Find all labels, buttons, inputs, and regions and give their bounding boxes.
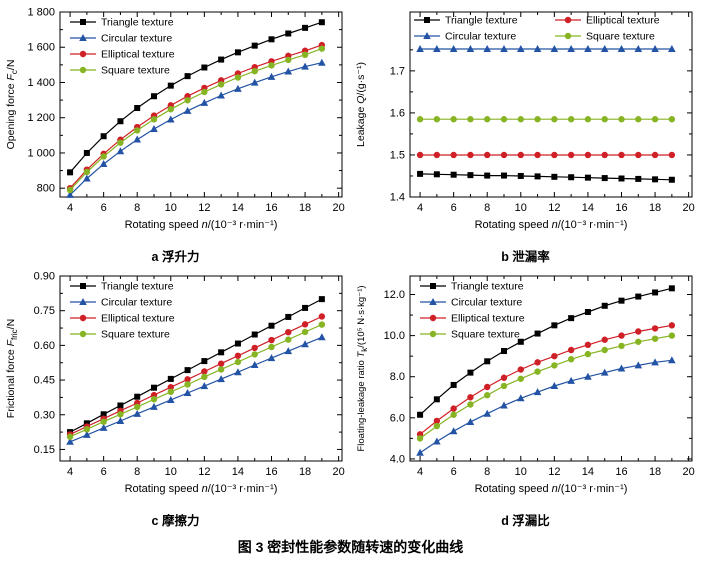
svg-text:1 600: 1 600 (27, 42, 55, 54)
subcaption-a: a 浮升力 (151, 250, 200, 264)
chart-d-canvas: 4 6 8 10 12 14 16 18 20 4.0 6.0 8.0 10.0 12.0 Triangle… (356, 275, 694, 495)
charts-grid: 4 6 8 10 12 14 16 18 20 800 1 000 1 200 1 400 1 600 1 … (0, 5, 701, 529)
svg-text:Circular texture: Circular texture (101, 33, 172, 45)
svg-text:10: 10 (164, 202, 176, 214)
svg-text:4.0: 4.0 (389, 453, 404, 465)
svg-text:6.0: 6.0 (389, 412, 404, 424)
svg-text:Frictional force Ffric/N: Frictional force Ffric/N (5, 319, 19, 418)
svg-text:Rotating speed n/(10⁻³ r·min⁻¹: Rotating speed n/(10⁻³ r·min⁻¹) (474, 483, 627, 495)
svg-text:14: 14 (581, 466, 593, 478)
svg-text:6: 6 (100, 466, 106, 478)
chart-b-canvas: 4 6 8 10 12 14 16 18 20 1.4 1.5 1.6 1.7 Triangle text… (355, 11, 694, 231)
svg-text:10: 10 (514, 466, 526, 478)
svg-text:Triangle texture: Triangle texture (451, 281, 524, 293)
svg-text:20: 20 (332, 202, 344, 214)
svg-text:14: 14 (231, 202, 243, 214)
svg-text:Leakage Q/(g·s⁻¹): Leakage Q/(g·s⁻¹) (355, 62, 367, 147)
svg-text:12: 12 (548, 466, 560, 478)
svg-text:18: 18 (298, 466, 310, 478)
svg-text:Elliptical texture: Elliptical texture (101, 49, 175, 61)
svg-text:18: 18 (648, 202, 660, 214)
svg-text:8: 8 (134, 202, 140, 214)
svg-text:800: 800 (36, 183, 54, 195)
figure-caption: 图 3 密封性能参数随转速的变化曲线 (237, 539, 464, 555)
svg-text:Elliptical texture: Elliptical texture (101, 313, 175, 325)
svg-text:1.4: 1.4 (389, 192, 404, 204)
svg-text:Square texture: Square texture (451, 329, 520, 341)
svg-text:6: 6 (450, 466, 456, 478)
svg-text:1 800: 1 800 (27, 7, 55, 19)
svg-text:20: 20 (682, 466, 694, 478)
chart-c-canvas: 4 6 8 10 12 14 16 18 20 0.15 0.30 0.45 0.60 0.75 0.90 T… (5, 271, 345, 496)
svg-text:12: 12 (548, 202, 560, 214)
chart-a-canvas: 4 6 8 10 12 14 16 18 20 800 1 000 1 200 1 400 1 600 1 … (5, 7, 345, 232)
svg-text:Square texture: Square texture (101, 329, 170, 341)
svg-text:8.0: 8.0 (389, 371, 404, 383)
svg-text:1 400: 1 400 (27, 77, 55, 89)
svg-text:1.5: 1.5 (389, 149, 404, 161)
svg-text:4: 4 (67, 466, 73, 478)
svg-text:20: 20 (332, 466, 344, 478)
svg-text:Circular texture: Circular texture (101, 297, 172, 309)
svg-text:0.45: 0.45 (33, 375, 54, 387)
chart-floating-leakage-ratio: 4 6 8 10 12 14 16 18 20 4.0 6.0 8.0 10.0 12.0 Triangle… (351, 269, 701, 529)
svg-text:4: 4 (417, 202, 423, 214)
svg-text:12: 12 (198, 466, 210, 478)
svg-text:Triangle texture: Triangle texture (101, 281, 174, 293)
svg-text:18: 18 (648, 466, 660, 478)
subcaption-c: c 摩擦力 (151, 514, 200, 528)
svg-text:Square texture: Square texture (101, 65, 170, 77)
svg-text:Square texture: Square texture (586, 31, 655, 43)
svg-text:Rotating speed n/(10⁻³ r·min⁻¹: Rotating speed n/(10⁻³ r·min⁻¹) (124, 483, 277, 495)
svg-text:16: 16 (615, 202, 627, 214)
svg-text:10.0: 10.0 (383, 330, 404, 342)
svg-text:Rotating speed n/(10⁻³ r·min⁻¹: Rotating speed n/(10⁻³ r·min⁻¹) (474, 219, 627, 231)
svg-text:Circular texture: Circular texture (445, 31, 516, 43)
svg-text:16: 16 (265, 202, 277, 214)
svg-text:1 200: 1 200 (27, 112, 55, 124)
svg-text:Rotating speed n/(10⁻³ r·min⁻¹: Rotating speed n/(10⁻³ r·min⁻¹) (124, 219, 277, 231)
svg-text:4: 4 (417, 466, 423, 478)
svg-text:Floating-leakage ratio Tk/(10⁵: Floating-leakage ratio Tk/(10⁵ N·s·kg⁻¹) (356, 285, 369, 451)
svg-text:Elliptical texture: Elliptical texture (451, 313, 525, 325)
svg-text:1.6: 1.6 (389, 107, 404, 119)
subcaption-d: d 浮漏比 (501, 514, 550, 528)
svg-text:0.30: 0.30 (33, 409, 54, 421)
svg-text:14: 14 (581, 202, 593, 214)
svg-text:Elliptical texture: Elliptical texture (586, 15, 660, 27)
svg-text:16: 16 (615, 466, 627, 478)
svg-text:12: 12 (198, 202, 210, 214)
svg-text:1.7: 1.7 (389, 65, 404, 77)
svg-text:8: 8 (134, 466, 140, 478)
svg-text:Triangle texture: Triangle texture (445, 15, 518, 27)
svg-text:14: 14 (231, 466, 243, 478)
svg-text:10: 10 (164, 466, 176, 478)
subcaption-b: b 泄漏率 (501, 250, 550, 264)
chart-leakage: 4 6 8 10 12 14 16 18 20 1.4 1.5 1.6 1.7 Triangle text… (351, 5, 701, 265)
svg-text:4: 4 (67, 202, 73, 214)
svg-text:12.0: 12.0 (383, 289, 404, 301)
svg-text:10: 10 (514, 202, 526, 214)
svg-text:0.60: 0.60 (33, 340, 54, 352)
svg-text:0.15: 0.15 (33, 444, 54, 456)
svg-text:16: 16 (265, 466, 277, 478)
svg-text:Opening force Fc/N: Opening force Fc/N (5, 60, 19, 150)
chart-frictional-force: 4 6 8 10 12 14 16 18 20 0.15 0.30 0.45 0.60 0.75 0.90 T… (1, 269, 351, 529)
svg-text:6: 6 (450, 202, 456, 214)
svg-text:Triangle texture: Triangle texture (101, 17, 174, 29)
svg-text:6: 6 (100, 202, 106, 214)
svg-text:18: 18 (298, 202, 310, 214)
svg-text:1 000: 1 000 (27, 147, 55, 159)
svg-text:20: 20 (682, 202, 694, 214)
chart-opening-force: 4 6 8 10 12 14 16 18 20 800 1 000 1 200 1 400 1 600 1 … (1, 5, 351, 265)
svg-text:8: 8 (484, 202, 490, 214)
svg-text:Circular texture: Circular texture (451, 297, 522, 309)
svg-text:8: 8 (484, 466, 490, 478)
svg-text:0.90: 0.90 (33, 271, 54, 283)
svg-text:0.75: 0.75 (33, 305, 54, 317)
